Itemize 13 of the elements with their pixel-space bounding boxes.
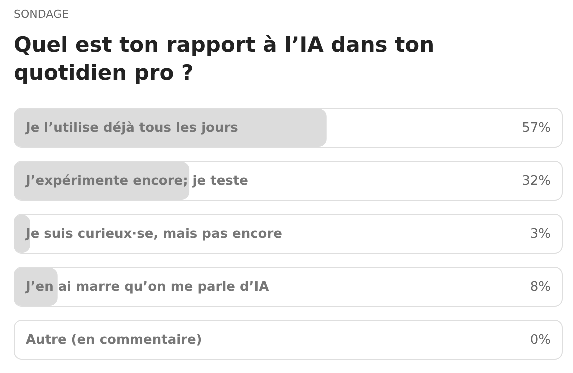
data-label: 32% <box>522 174 551 189</box>
y-tick-label: Autre (en commentaire) <box>26 333 202 348</box>
chart-title: Quel est ton rapport à l’IA dans ton quotidien pro ? <box>14 32 436 87</box>
bar <box>14 109 327 147</box>
data-label: 3% <box>530 227 551 242</box>
data-label: 8% <box>530 280 551 295</box>
y-tick-label: J’en ai marre qu’on me parle d’IA <box>25 280 270 295</box>
y-tick-label: Je l’utilise déjà tous les jours <box>25 121 239 136</box>
y-tick-label: J’expérimente encore; je teste <box>25 174 249 189</box>
chart-subtitle: SONDAGE <box>14 8 69 21</box>
data-label: 57% <box>522 121 551 136</box>
data-label: 0% <box>530 333 551 348</box>
y-tick-label: Je suis curieux·se, mais pas encore <box>25 227 283 242</box>
